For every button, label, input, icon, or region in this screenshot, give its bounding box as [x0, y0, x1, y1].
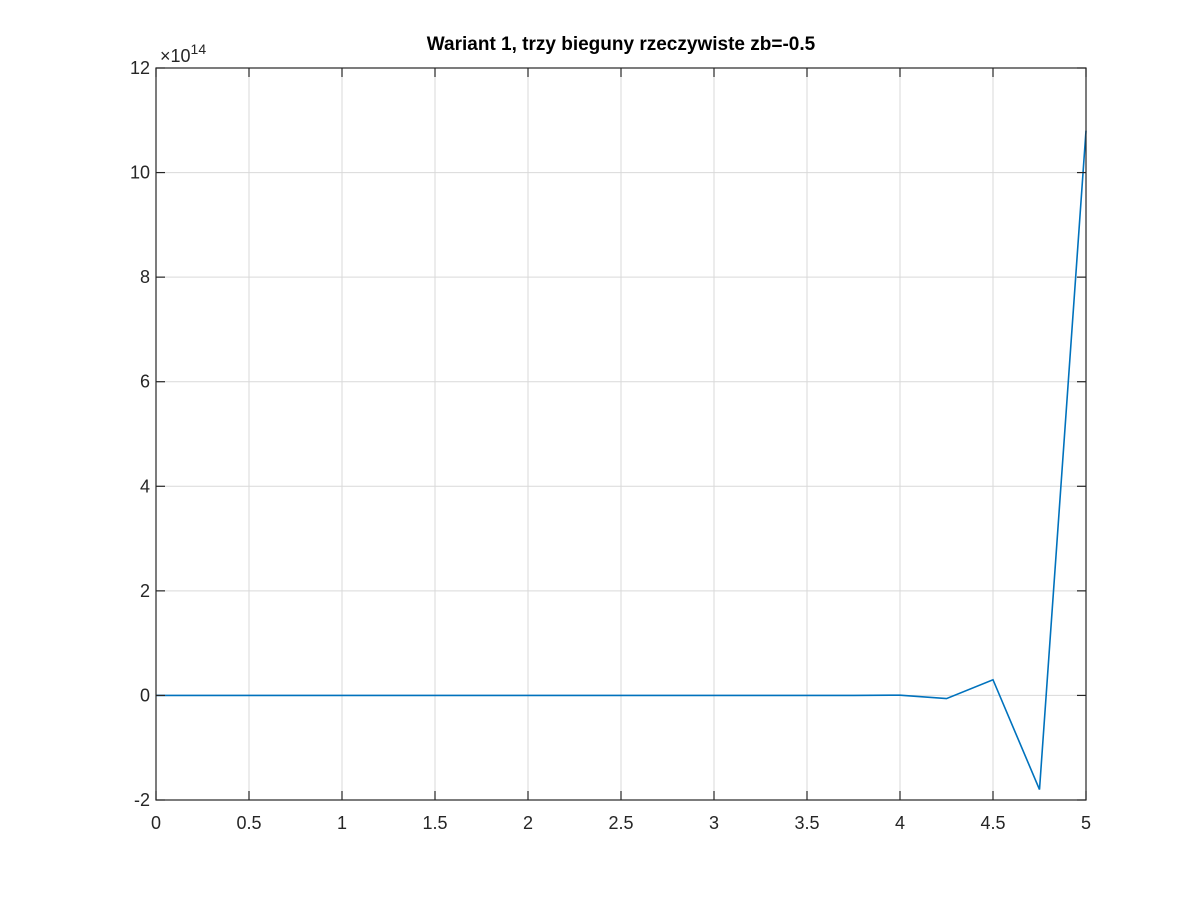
y-tick-label: -2: [134, 790, 150, 810]
ticks: [155, 67, 1087, 801]
y-tick-label: 6: [140, 372, 150, 392]
y-tick-label: 0: [140, 685, 150, 705]
x-tick-label: 0.5: [236, 813, 261, 833]
y-tick-label: 12: [130, 58, 150, 78]
x-tick-label: 5: [1081, 813, 1091, 833]
grid: [155, 67, 1087, 801]
y-tick-label: 2: [140, 581, 150, 601]
y-exponent-label: ×1014: [160, 41, 206, 66]
x-tick-label: 2: [523, 813, 533, 833]
x-tick-label: 1.5: [422, 813, 447, 833]
x-tick-label: 4: [895, 813, 905, 833]
x-tick-label: 1: [337, 813, 347, 833]
y-tick-label: 10: [130, 163, 150, 183]
series-layer: [156, 130, 1087, 790]
y-tick-label: 8: [140, 267, 150, 287]
y-tick-label: 4: [140, 476, 150, 496]
x-tick-label: 2.5: [608, 813, 633, 833]
x-tick-label: 4.5: [980, 813, 1005, 833]
y-exponent-power: 14: [191, 41, 207, 57]
chart-title: Wariant 1, trzy bieguny rzeczywiste zb=-…: [427, 34, 816, 55]
x-tick-label: 3.5: [794, 813, 819, 833]
x-tick-label: 3: [709, 813, 719, 833]
x-tick-label: 0: [151, 813, 161, 833]
series-line: [156, 130, 1087, 790]
y-exponent-base: ×10: [160, 46, 191, 66]
